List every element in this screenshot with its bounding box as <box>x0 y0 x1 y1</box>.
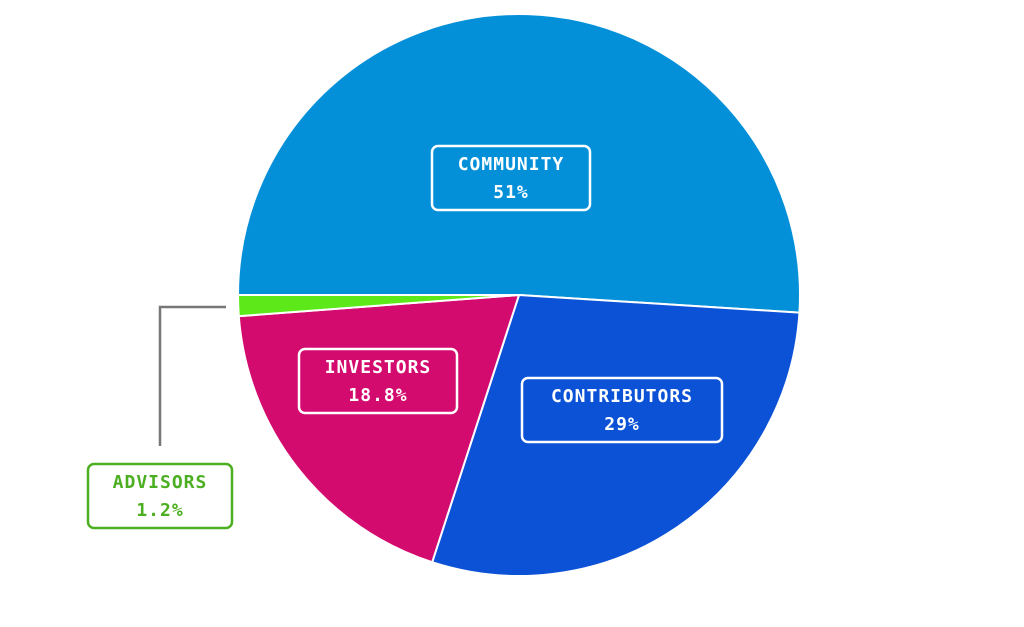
value-label: 18.8% <box>348 385 407 406</box>
label-box <box>297 347 459 415</box>
value-label: 1.2% <box>136 500 183 521</box>
pie-slice <box>236 12 801 314</box>
leader-line <box>158 305 226 446</box>
label-box <box>430 144 592 212</box>
pie-slice <box>237 293 521 564</box>
label-box <box>86 462 234 530</box>
slice-label: CONTRIBUTORS <box>551 386 693 407</box>
pie-slice <box>430 293 801 577</box>
slice-label: COMMUNITY <box>458 154 565 175</box>
value-label: 51% <box>493 182 529 203</box>
pie-slice <box>236 294 520 318</box>
value-label: 29% <box>604 414 640 435</box>
slice-label: ADVISORS <box>113 472 208 493</box>
slice-label: INVESTORS <box>325 357 432 378</box>
label-box <box>520 376 724 444</box>
